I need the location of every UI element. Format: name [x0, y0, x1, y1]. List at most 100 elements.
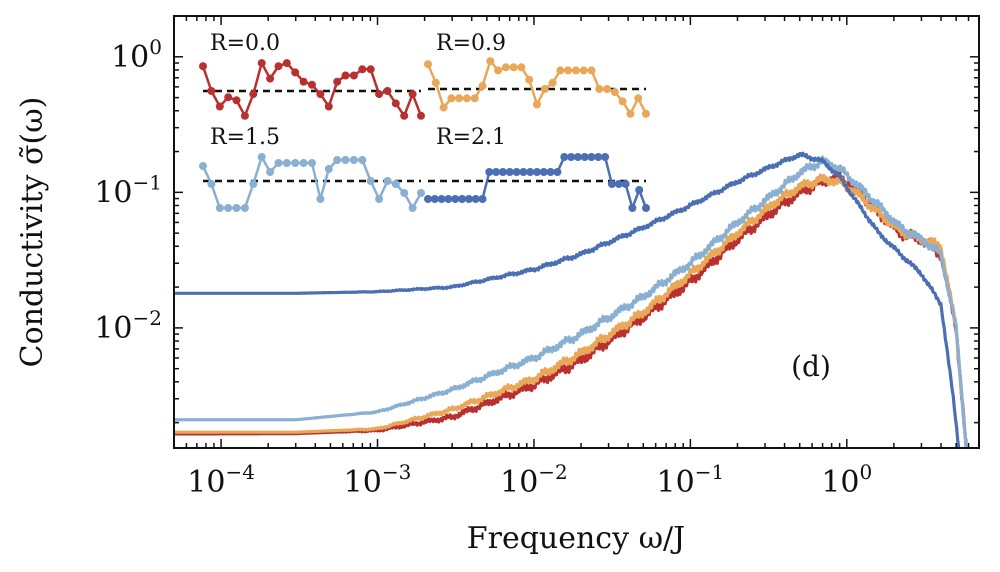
inset-point	[383, 177, 392, 185]
inset-point	[571, 66, 580, 75]
inset-point	[553, 168, 562, 176]
inset-point	[215, 102, 224, 111]
inset-point	[333, 156, 342, 164]
inset-point	[587, 153, 596, 161]
inset-point	[383, 87, 392, 95]
inset-point	[358, 156, 367, 164]
inset-point	[595, 85, 604, 93]
inset-point	[308, 80, 316, 89]
inset-point	[594, 153, 603, 161]
inset-point	[603, 85, 612, 93]
inset-point	[607, 180, 616, 188]
inset-point	[358, 65, 367, 74]
inset-point	[492, 168, 501, 176]
inset-point	[471, 195, 480, 203]
inset-point	[232, 204, 241, 212]
series-lines	[174, 151, 968, 448]
inset-point	[560, 153, 569, 161]
inset-point	[447, 94, 456, 103]
inset-point	[642, 204, 650, 212]
inset-point	[505, 168, 514, 176]
inset-label: R=0.9	[436, 31, 506, 56]
inset-point	[299, 159, 308, 167]
inset-point	[494, 66, 503, 75]
inset-point	[424, 60, 432, 69]
inset-point	[626, 109, 635, 118]
x-tick-label: 10−1	[657, 460, 725, 500]
inset-point	[257, 153, 266, 161]
x-tick-label: 10−2	[500, 460, 568, 500]
inset-point	[621, 180, 630, 188]
inset-point	[199, 62, 207, 71]
x-axis-label: Frequency ω/J	[467, 521, 685, 556]
inset-point	[366, 65, 375, 74]
series-line	[174, 169, 968, 443]
inset-point	[635, 186, 644, 194]
inset-point	[349, 71, 358, 80]
inset-point	[291, 159, 300, 167]
panel-label: (d)	[791, 350, 831, 383]
inset-point	[232, 96, 241, 105]
y-tick-label: 10−1	[94, 170, 162, 210]
inset-point	[324, 102, 333, 111]
inset-point	[257, 59, 266, 68]
inset-point	[249, 90, 258, 99]
inset-point	[470, 94, 479, 103]
inset-point	[614, 180, 623, 188]
inset-point	[437, 195, 446, 203]
inset-point	[458, 195, 467, 203]
inset-point	[430, 195, 439, 203]
inset-point	[324, 165, 333, 173]
axis-ticks: 10−4 10−3 10−2 10−1 100 100 10−1 10−2	[94, 15, 980, 500]
inset-point	[526, 168, 535, 176]
inset-point	[517, 63, 526, 72]
inset-point	[601, 153, 610, 161]
inset-point	[224, 204, 233, 212]
inset-point	[417, 189, 425, 197]
inset-point	[498, 168, 507, 176]
inset-point	[546, 168, 555, 176]
inset-label: R=2.1	[436, 125, 506, 150]
inset-point	[634, 94, 643, 103]
inset-point	[240, 204, 249, 212]
inset-point	[391, 99, 400, 108]
inset-panel: R=2.1	[424, 125, 650, 212]
inset-point	[249, 180, 258, 188]
inset-point	[618, 97, 627, 106]
inset-point	[431, 78, 440, 87]
inset-point	[580, 153, 589, 161]
inset-point	[424, 195, 432, 203]
inset-point	[444, 195, 453, 203]
inset-point	[375, 195, 384, 203]
inset-point	[579, 66, 588, 75]
inset-point	[408, 204, 417, 212]
inset-point	[282, 59, 291, 68]
inset-point	[349, 156, 358, 164]
inset-point	[215, 204, 224, 212]
inset-point	[486, 57, 495, 66]
inset-point	[451, 195, 460, 203]
inset-configurations: R=0.0 R=0.9 R=1.5 R=2.1	[199, 31, 650, 212]
inset-point	[274, 62, 283, 71]
inset-point	[375, 90, 384, 99]
inset-point	[408, 90, 417, 99]
inset-point	[564, 66, 573, 75]
inset-point	[439, 103, 448, 112]
inset-point	[341, 71, 350, 80]
inset-point	[642, 109, 650, 118]
inset-point	[366, 177, 375, 185]
inset-point	[274, 159, 283, 167]
y-axis-label: Conductivity σ̃(ω)	[15, 97, 50, 368]
inset-point	[299, 77, 308, 86]
inset-point	[417, 111, 425, 120]
inset-point	[533, 168, 541, 176]
inset-point	[464, 195, 473, 203]
inset-point	[240, 111, 249, 120]
inset-panel: R=1.5	[199, 125, 425, 212]
inset-point	[485, 168, 494, 176]
inset-point	[199, 162, 207, 170]
inset-point	[525, 75, 534, 84]
inset-label: R=1.5	[210, 125, 280, 150]
series-line	[174, 155, 968, 448]
inset-point	[266, 74, 275, 83]
